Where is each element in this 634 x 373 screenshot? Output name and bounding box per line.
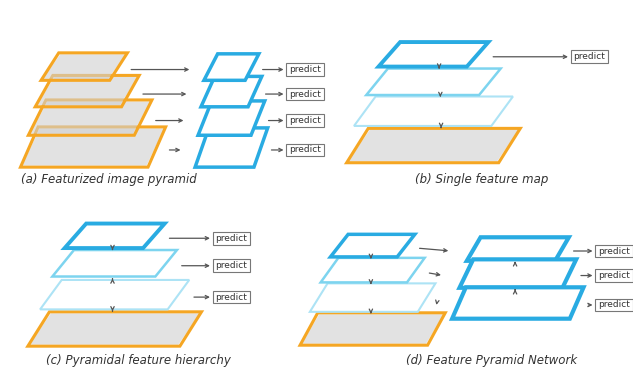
Text: predict: predict xyxy=(289,65,321,74)
Text: predict: predict xyxy=(216,234,247,243)
Polygon shape xyxy=(30,101,150,134)
Polygon shape xyxy=(37,77,138,105)
Bar xyxy=(287,144,323,156)
Bar xyxy=(213,232,250,245)
Bar xyxy=(571,50,608,63)
Polygon shape xyxy=(452,287,583,319)
Polygon shape xyxy=(42,54,126,79)
Text: predict: predict xyxy=(598,271,630,280)
Polygon shape xyxy=(467,237,569,261)
Text: predict: predict xyxy=(289,90,321,98)
Text: predict: predict xyxy=(289,116,321,125)
Text: (b) Single feature map: (b) Single feature map xyxy=(415,173,548,185)
Polygon shape xyxy=(348,130,519,161)
Polygon shape xyxy=(195,128,268,167)
Text: predict: predict xyxy=(598,247,630,256)
Bar xyxy=(595,298,633,311)
Text: predict: predict xyxy=(216,261,247,270)
Text: predict: predict xyxy=(216,292,247,302)
Text: (c) Pyramidal feature hierarchy: (c) Pyramidal feature hierarchy xyxy=(46,354,231,367)
Bar xyxy=(213,259,250,272)
Text: predict: predict xyxy=(574,52,605,61)
Polygon shape xyxy=(460,259,576,288)
Bar xyxy=(213,291,250,304)
Polygon shape xyxy=(198,101,265,135)
Text: predict: predict xyxy=(598,301,630,310)
Text: (d) Feature Pyramid Network: (d) Feature Pyramid Network xyxy=(406,354,577,367)
Polygon shape xyxy=(201,76,262,107)
Text: (a) Featurized image pyramid: (a) Featurized image pyramid xyxy=(21,173,197,185)
Text: predict: predict xyxy=(289,145,321,154)
Bar xyxy=(287,114,323,127)
Polygon shape xyxy=(302,314,444,344)
Polygon shape xyxy=(29,313,200,345)
Polygon shape xyxy=(22,128,164,166)
Bar xyxy=(287,88,323,100)
Polygon shape xyxy=(204,54,259,80)
Bar xyxy=(595,269,633,282)
Bar xyxy=(287,63,323,76)
Bar xyxy=(595,245,633,257)
